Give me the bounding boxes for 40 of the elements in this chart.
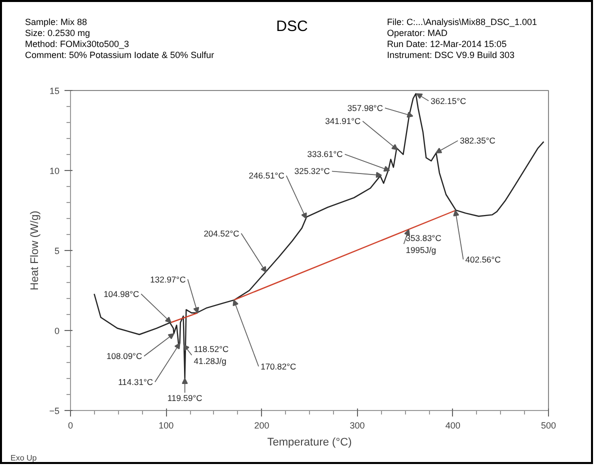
annotation: 353.83°C 1995J/g	[406, 232, 442, 255]
annotation: 362.15°C	[430, 96, 466, 106]
y-tick-label: 0	[54, 326, 60, 336]
text: Instrument: DSC V9.9 Build 303	[387, 50, 516, 61]
y-tick-label: −5	[49, 406, 60, 416]
y-axis-title: Heat Flow (W/g)	[29, 210, 42, 290]
chart-title: DSC	[275, 17, 309, 37]
annotation: 108.09°C	[106, 351, 142, 362]
annotation: 118.52°C 41.28J/g	[194, 344, 229, 366]
annotation: 104.98°C	[104, 288, 140, 299]
annotation: 357.98°C	[347, 102, 383, 113]
annotation: 341.91°C	[325, 116, 361, 126]
text: Exo Up	[10, 454, 38, 462]
annotation: 402.56°C	[465, 254, 501, 264]
annotation: 204.52°C	[204, 228, 240, 238]
annotation: 333.61°C	[307, 149, 343, 160]
annotation: 114.31°C	[118, 377, 153, 388]
x-tick-label: 400	[445, 420, 460, 430]
text: File: C:...\Analysis\Mix88_DSC_1.001	[387, 17, 538, 28]
annotation: 119.59°C	[167, 392, 202, 403]
text: Comment: 50% Potassium Iodate & 50% Sulfur	[25, 50, 216, 61]
x-axis-title: Temperature (°C)	[267, 436, 352, 448]
annotation: 325.32°C	[294, 166, 330, 176]
x-tick-label: 200	[254, 420, 270, 430]
annotation: 170.82°C	[260, 361, 296, 372]
y-tick-label: 10	[49, 166, 60, 176]
annotation: 246.51°C	[248, 170, 284, 181]
y-tick-label: 5	[54, 246, 60, 256]
annotation: 132.97°C	[150, 274, 186, 284]
x-tick-label: 300	[350, 420, 365, 430]
text: Size: 0.2530 mg	[25, 28, 92, 39]
text: Method: FOMix30to500_3	[25, 39, 130, 50]
text: Run Date: 12-Mar-2014 15:05	[387, 39, 508, 50]
x-tick-label: 0	[68, 420, 74, 430]
text: Operator: MAD	[387, 28, 449, 39]
text: Sample: Mix 88	[25, 17, 88, 28]
annotation: 382.35°C	[460, 136, 496, 146]
x-tick-label: 500	[540, 420, 556, 430]
y-tick-label: 15	[49, 86, 60, 96]
x-tick-label: 100	[158, 420, 174, 430]
